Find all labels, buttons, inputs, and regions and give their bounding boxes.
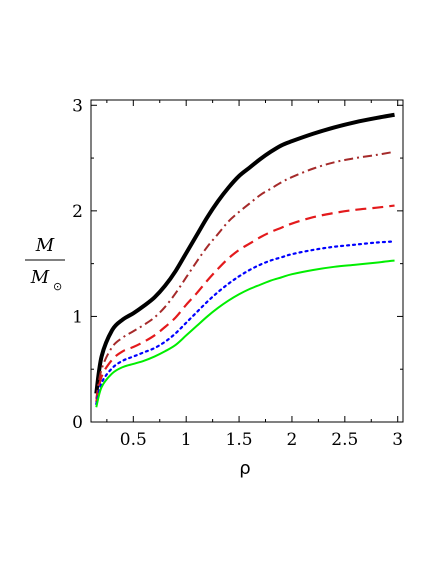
y-axis-label: M M ⊙: [25, 235, 65, 293]
y-tick-label: 2: [72, 202, 83, 222]
y-tick-label: 0: [72, 413, 83, 433]
series-line: [95, 150, 395, 399]
y-tick-label: 1: [72, 307, 83, 327]
axis-ticks: 0.5 1 1.5 2 2.5 3 0 1 2 3: [72, 96, 403, 450]
x-tick-label: 1.5: [226, 430, 253, 450]
x-tick-label: 0.5: [120, 430, 147, 450]
series-line: [94, 112, 395, 394]
x-tick-label: 2.5: [331, 430, 358, 450]
y-axis-label-numerator: M: [35, 235, 55, 256]
series-line: [95, 259, 395, 408]
series-group: [94, 112, 396, 408]
y-axis-label-sun-symbol: ⊙: [53, 280, 62, 293]
x-tick-label: 3: [392, 430, 403, 450]
series-line: [95, 204, 395, 403]
y-tick-label: 3: [72, 96, 83, 116]
series-line: [95, 240, 396, 406]
x-tick-label: 1: [181, 430, 192, 450]
x-tick-label: 2: [287, 430, 298, 450]
x-axis-label: ρ: [239, 458, 250, 479]
y-axis-label-denominator: M: [30, 267, 50, 288]
plot-frame: [90, 99, 404, 423]
